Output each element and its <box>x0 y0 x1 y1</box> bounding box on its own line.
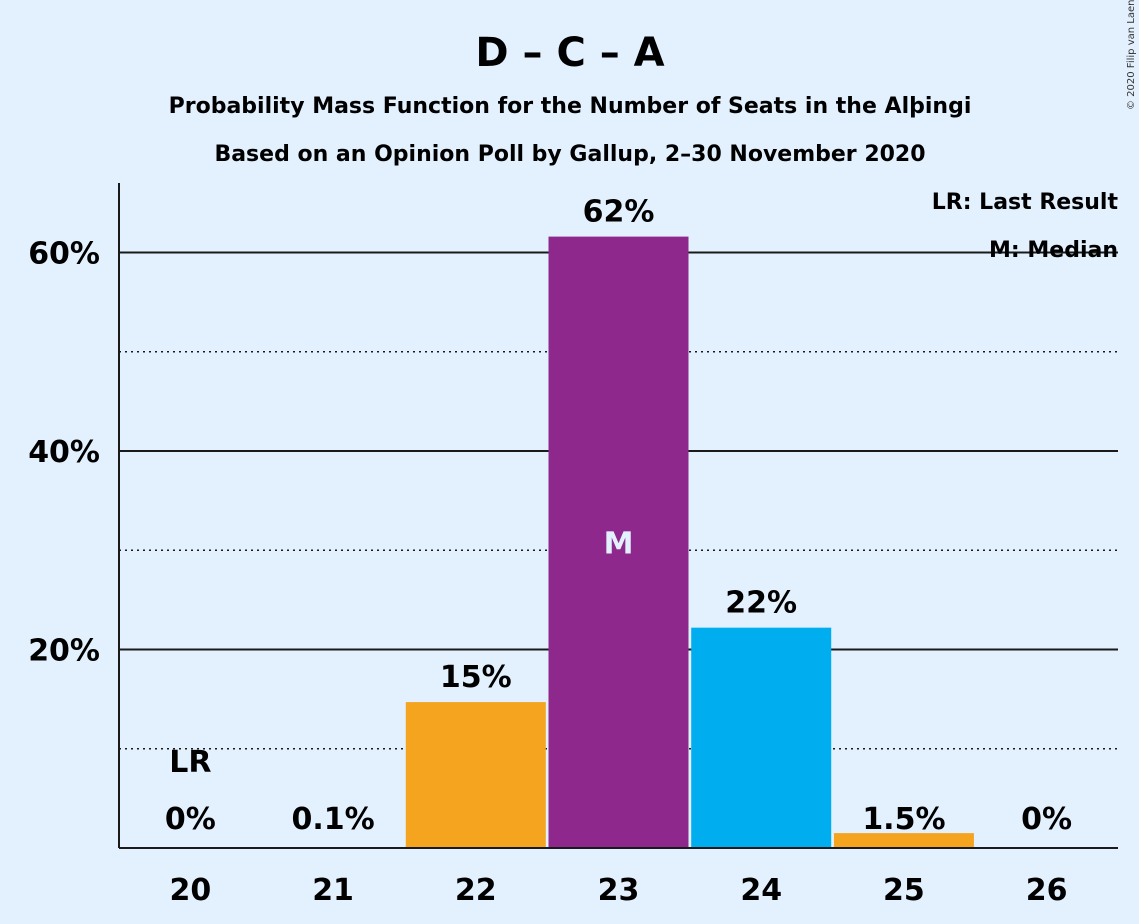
x-tick-label: 24 <box>740 873 782 908</box>
bar-value-label: 22% <box>725 586 797 621</box>
legend-median: M: Median <box>989 238 1118 263</box>
x-tick-label: 25 <box>883 873 925 908</box>
x-tick-label: 23 <box>598 873 640 908</box>
y-tick-label: 40% <box>28 435 100 470</box>
copyright-note: © 2020 Filip van Laenen <box>1126 0 1137 110</box>
x-tick-label: 21 <box>312 873 354 908</box>
bar <box>833 833 974 848</box>
x-tick-label: 22 <box>455 873 497 908</box>
chart-subtitle-1: Probability Mass Function for the Number… <box>169 94 972 119</box>
chart-title: D – C – A <box>475 30 664 76</box>
bar <box>691 627 832 848</box>
bar-value-label: 1.5% <box>862 802 945 837</box>
median-marker: M <box>604 526 634 561</box>
chart-subtitle-2: Based on an Opinion Poll by Gallup, 2–30… <box>214 142 925 167</box>
y-tick-label: 20% <box>28 633 100 668</box>
bar-value-label: 0% <box>1021 802 1072 837</box>
x-tick-label: 20 <box>169 873 211 908</box>
bar <box>405 702 546 848</box>
y-tick-label: 60% <box>28 236 100 271</box>
labels: 20% 40% 60% 20 0% LR 21 0.1% 22 15% 23 62% M 24 22% 25 1… <box>28 195 1072 908</box>
bar-value-label: 0.1% <box>291 802 374 837</box>
bar <box>548 236 689 848</box>
bar-value-label: 62% <box>583 195 655 230</box>
legend-last-result: LR: Last Result <box>932 190 1119 215</box>
axes <box>118 183 1118 849</box>
bars <box>263 236 974 848</box>
last-result-marker: LR <box>169 745 211 780</box>
x-tick-label: 26 <box>1026 873 1068 908</box>
bar-value-label: 0% <box>165 802 216 837</box>
bar-value-label: 15% <box>440 660 512 695</box>
